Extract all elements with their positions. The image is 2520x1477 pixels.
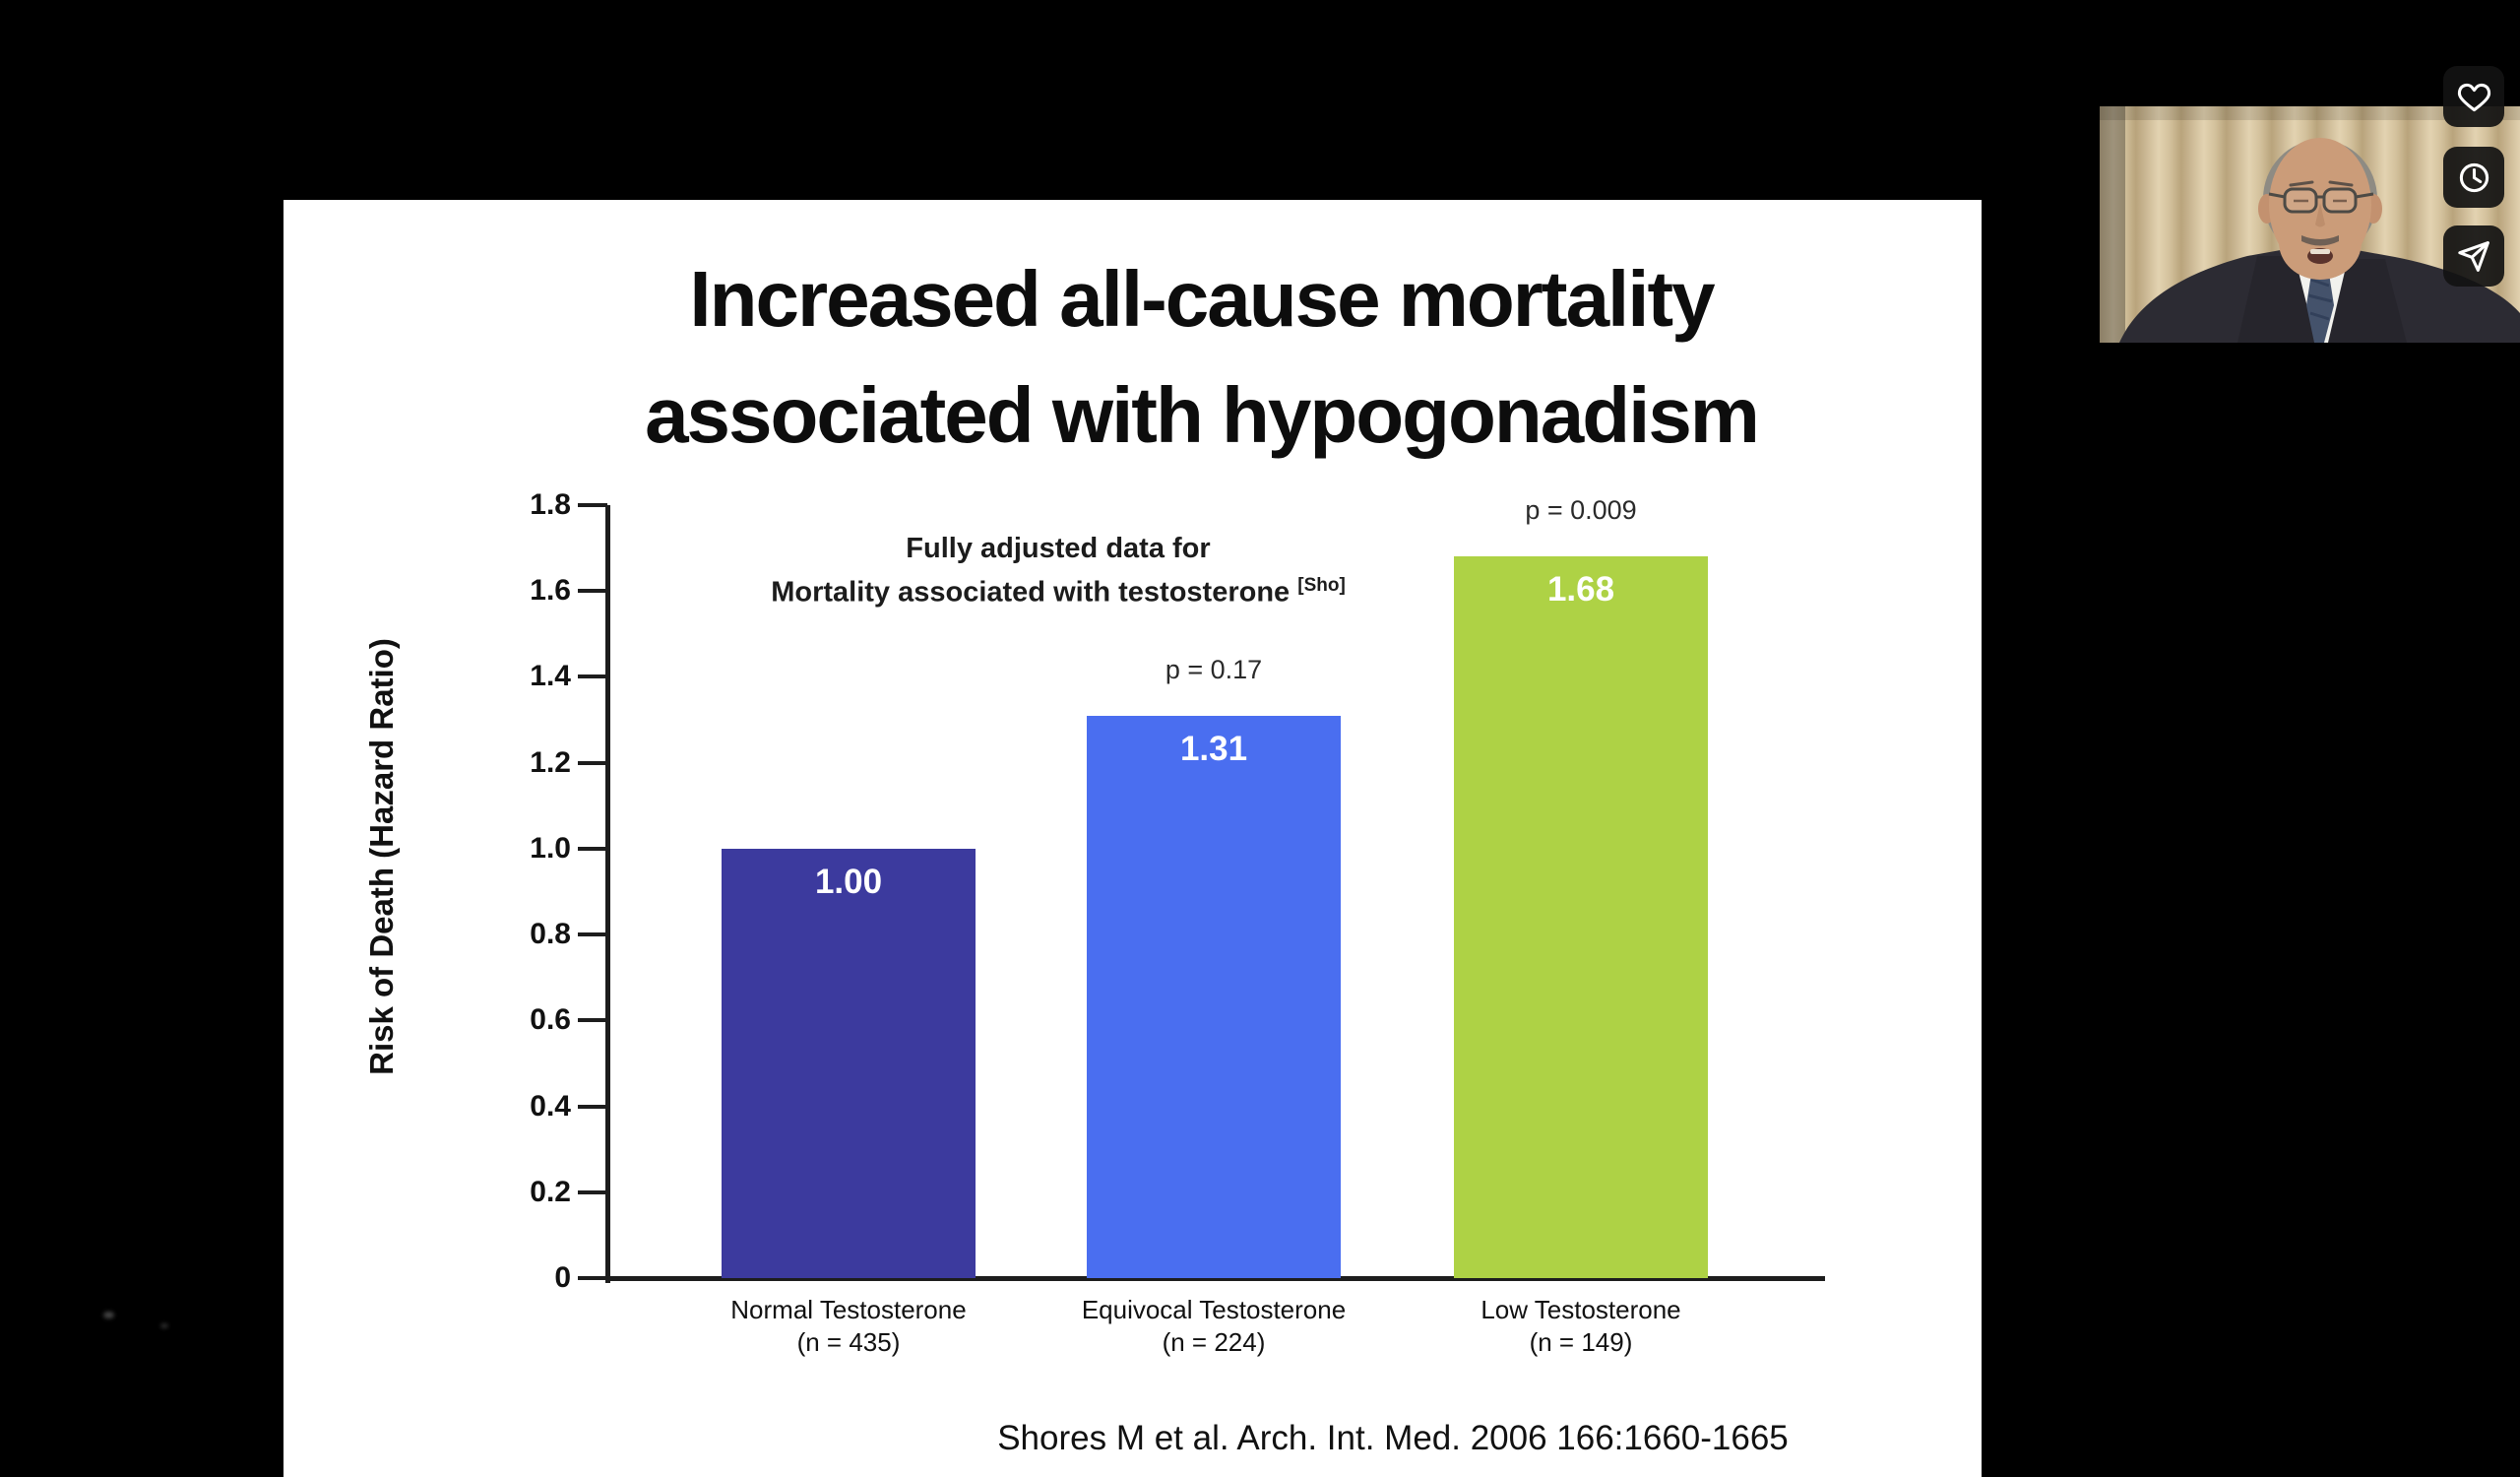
y-axis-tick-mark	[578, 1276, 607, 1280]
y-axis-tick-label: 1.8	[530, 488, 571, 522]
y-axis-line	[605, 505, 610, 1283]
bar-normal-testosterone: 1.00	[722, 849, 976, 1278]
y-axis-tick-label: 0.8	[530, 918, 571, 951]
category-label: Normal Testosterone (n = 435)	[632, 1294, 1065, 1359]
x-axis-line	[605, 1276, 1825, 1281]
y-axis-tick-label: 1.4	[530, 660, 571, 693]
y-axis-tick-mark	[578, 1104, 607, 1109]
favorite-button[interactable]	[2443, 66, 2504, 127]
y-axis-tick-label: 1.2	[530, 745, 571, 779]
chart-annotation: Fully adjusted data for Mortality associ…	[771, 531, 1346, 611]
p-value-label: p = 0.009	[1525, 495, 1637, 525]
category-name: Normal Testosterone	[730, 1295, 967, 1324]
clock-icon	[2459, 162, 2488, 192]
presenter-portrait	[2100, 106, 2520, 343]
category-count: (n = 149)	[1529, 1327, 1633, 1357]
y-axis-tick-label: 1.6	[530, 574, 571, 608]
screen-artifact	[103, 1312, 114, 1318]
y-axis-tick-mark	[578, 503, 607, 508]
y-axis-tick-mark	[578, 932, 607, 937]
chart-annotation-superscript: [Sho]	[1297, 575, 1346, 596]
y-axis-label: Risk of Death (Hazard Ratio)	[363, 638, 400, 1075]
slide-title-line2: associated with hypogonadism	[645, 371, 1760, 459]
presenter-video-tile	[2100, 106, 2520, 343]
category-count: (n = 435)	[796, 1327, 901, 1357]
y-axis-tick-label: 0.2	[530, 1175, 571, 1208]
history-button[interactable]	[2443, 147, 2504, 208]
slide-title: Increased all-cause mortality associated…	[421, 241, 1982, 474]
category-name: Equivocal Testosterone	[1081, 1295, 1347, 1324]
bar-value-label: 1.00	[814, 863, 883, 901]
share-button[interactable]	[2443, 225, 2504, 287]
slide-title-line1: Increased all-cause mortality	[689, 255, 1715, 343]
category-count: (n = 224)	[1162, 1327, 1266, 1357]
y-axis-tick-label: 0.4	[530, 1089, 571, 1123]
bar-value-label: 1.31	[1179, 730, 1248, 768]
screen-artifact	[160, 1323, 168, 1328]
bar-low-testosterone: 1.68	[1454, 556, 1708, 1278]
bar-chart: Risk of Death (Hazard Ratio) Fully adjus…	[284, 200, 1982, 1477]
p-value-label: p = 0.17	[1165, 655, 1263, 684]
heart-icon	[2457, 83, 2490, 111]
y-axis-tick-mark	[578, 589, 607, 594]
bar-equivocal-testosterone: 1.31	[1087, 716, 1341, 1278]
chart-annotation-line2: Mortality associated with testosterone […	[771, 575, 1346, 609]
y-axis-tick-mark	[578, 846, 607, 851]
category-label: Low Testosterone (n = 149)	[1364, 1294, 1797, 1359]
presenter-figure	[2119, 138, 2520, 343]
chart-annotation-line1: Fully adjusted data for	[906, 533, 1211, 564]
y-axis-tick-mark	[578, 1018, 607, 1023]
category-label: Equivocal Testosterone (n = 224)	[997, 1294, 1430, 1359]
y-axis-tick-mark	[578, 760, 607, 765]
send-icon	[2457, 240, 2489, 272]
y-axis-tick-label: 1.0	[530, 831, 571, 865]
presentation-slide: Increased all-cause mortality associated…	[284, 200, 1982, 1477]
y-axis-tick-mark	[578, 1189, 607, 1194]
bar-value-label: 1.68	[1546, 570, 1615, 609]
y-axis-tick-mark	[578, 674, 607, 679]
y-axis-tick-label: 0.6	[530, 1003, 571, 1037]
category-name: Low Testosterone	[1480, 1295, 1681, 1324]
citation-text: Shores M et al. Arch. Int. Med. 2006 166…	[997, 1419, 1789, 1457]
y-axis-tick-label: 0	[554, 1261, 571, 1294]
